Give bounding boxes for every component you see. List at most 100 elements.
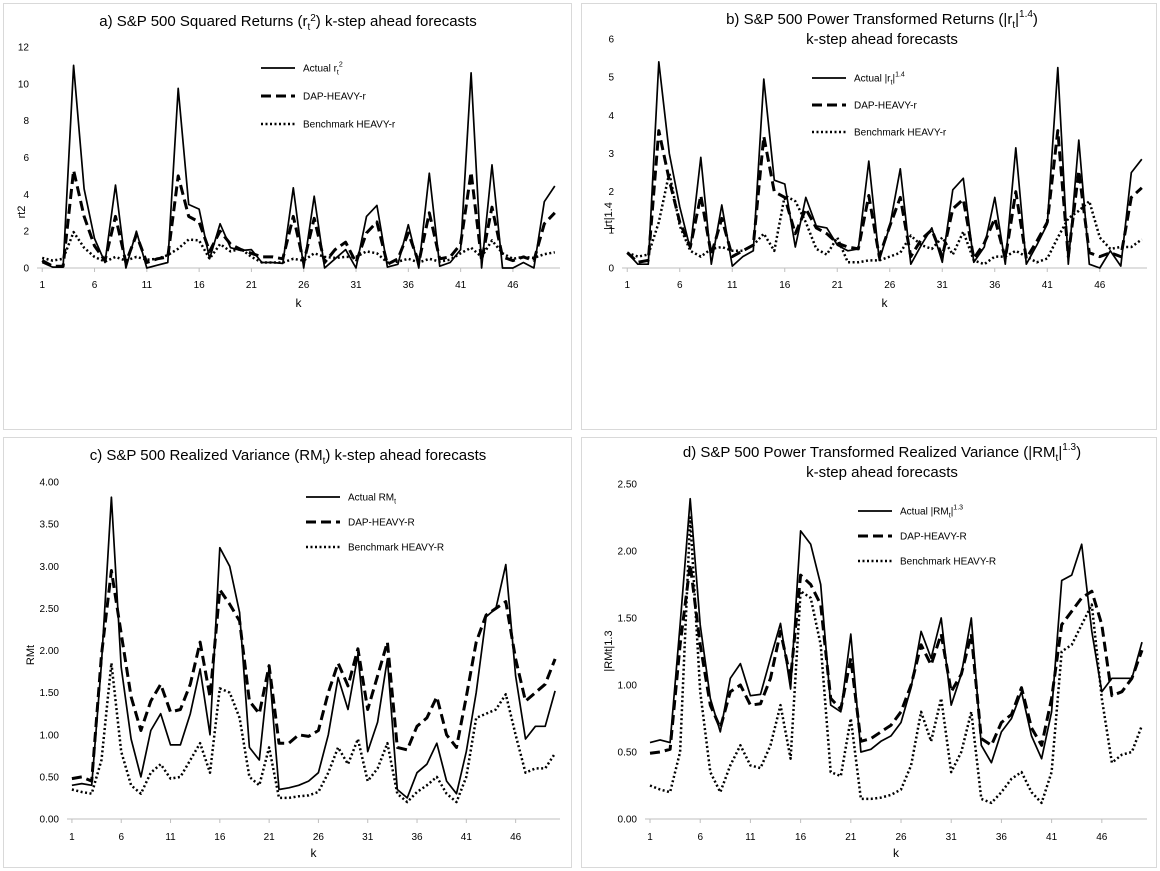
y-tick-label: 6 <box>23 153 29 164</box>
chart-c-svg: c) S&P 500 Realized Variance (RMt) k-ste… <box>25 447 560 860</box>
x-tick-label: 31 <box>937 280 949 291</box>
series-line-dashed <box>649 562 1144 755</box>
legend-label: Actual |RMt|1.3 <box>900 505 963 520</box>
series-line-solid <box>649 497 1143 764</box>
x-tick-label: 21 <box>246 280 258 291</box>
x-tick-label: 21 <box>264 832 276 843</box>
legend-label: DAP-HEAVY-r <box>854 101 917 112</box>
x-tick-label: 26 <box>884 280 896 291</box>
x-tick-label: 16 <box>795 832 807 843</box>
x-tick-label: 46 <box>1094 280 1106 291</box>
x-tick-label: 46 <box>510 832 522 843</box>
x-tick-label: 16 <box>214 832 226 843</box>
series-line-dashed <box>71 569 557 783</box>
x-tick-label: 41 <box>1046 832 1058 843</box>
y-axis-title: |rt|1.4 <box>603 202 615 230</box>
x-tick-label: 36 <box>411 832 423 843</box>
y-tick-label: 4.00 <box>40 478 60 489</box>
y-tick-label: 2.00 <box>40 646 60 657</box>
legend-label: Benchmark HEAVY-R <box>348 543 444 554</box>
y-tick-label: 4 <box>23 190 29 201</box>
series-line-dotted <box>41 230 556 264</box>
legend-label: Actual rt2 <box>303 62 343 77</box>
y-tick-label: 3.50 <box>40 520 60 531</box>
series-line-dotted <box>626 171 1143 266</box>
x-tick-label: 26 <box>313 832 325 843</box>
x-tick-label: 1 <box>647 832 653 843</box>
series-line-solid <box>71 496 556 799</box>
y-tick-label: 2 <box>23 227 29 238</box>
x-tick-label: 31 <box>350 280 362 291</box>
series-line-dotted <box>649 516 1144 805</box>
y-tick-label: 0 <box>23 264 29 275</box>
y-tick-label: 3 <box>608 149 614 160</box>
y-tick-label: 0.50 <box>40 772 60 783</box>
x-axis-title: k <box>882 296 889 310</box>
x-tick-label: 6 <box>118 832 124 843</box>
x-tick-label: 6 <box>697 832 703 843</box>
x-axis-title: k <box>311 846 318 860</box>
y-tick-label: 2.00 <box>618 547 638 558</box>
chart-title-d: d) S&P 500 Power Transformed Realized Va… <box>683 442 1081 464</box>
y-tick-label: 1.00 <box>618 681 638 692</box>
chart-title-line2-d: k-step ahead forecasts <box>806 464 958 481</box>
legend-label: DAP-HEAVY-r <box>303 92 366 103</box>
chart-title-a: a) S&P 500 Squared Returns (rt2) k-step … <box>99 13 476 33</box>
chart-b-svg: b) S&P 500 Power Transformed Returns (|r… <box>603 9 1147 310</box>
x-tick-label: 6 <box>92 280 98 291</box>
y-tick-label: 2 <box>608 187 614 198</box>
x-tick-label: 31 <box>946 832 958 843</box>
x-tick-label: 26 <box>895 832 907 843</box>
chart-panel-b: b) S&P 500 Power Transformed Returns (|r… <box>581 3 1157 430</box>
y-axis-title: |RMt|1.3 <box>603 630 615 671</box>
legend-label: DAP-HEAVY-R <box>900 532 967 543</box>
x-axis-title: k <box>893 846 900 860</box>
x-tick-label: 6 <box>677 280 683 291</box>
y-tick-label: 6 <box>608 35 614 46</box>
x-tick-label: 11 <box>745 832 756 843</box>
y-tick-label: 1 <box>608 225 614 236</box>
chart-a-svg: a) S&P 500 Squared Returns (rt2) k-step … <box>16 13 560 310</box>
x-tick-label: 41 <box>455 280 467 291</box>
x-tick-label: 36 <box>996 832 1008 843</box>
y-tick-label: 4 <box>608 111 614 122</box>
chart-panel-a: a) S&P 500 Squared Returns (rt2) k-step … <box>3 3 572 430</box>
x-tick-label: 21 <box>845 832 857 843</box>
legend-label: Actual RMt <box>348 493 396 506</box>
series-line-dashed <box>41 168 556 268</box>
x-tick-label: 46 <box>1096 832 1108 843</box>
x-tick-label: 11 <box>165 832 176 843</box>
x-tick-label: 41 <box>461 832 473 843</box>
y-tick-label: 2.50 <box>618 480 638 491</box>
x-tick-label: 36 <box>989 280 1001 291</box>
x-tick-label: 41 <box>1042 280 1054 291</box>
x-tick-label: 1 <box>624 280 630 291</box>
x-tick-label: 31 <box>362 832 374 843</box>
legend-label: Benchmark HEAVY-r <box>854 128 947 139</box>
x-tick-label: 16 <box>779 280 791 291</box>
chart-panel-c: c) S&P 500 Realized Variance (RMt) k-ste… <box>3 437 572 868</box>
y-axis-title: rt2 <box>16 206 28 219</box>
legend-label: Actual |rt|1.4 <box>854 72 905 87</box>
y-tick-label: 5 <box>608 73 614 84</box>
y-tick-label: 3.00 <box>40 562 60 573</box>
chart-d-svg: d) S&P 500 Power Transformed Realized Va… <box>603 442 1147 860</box>
x-tick-label: 16 <box>194 280 206 291</box>
chart-title-b: b) S&P 500 Power Transformed Returns (|r… <box>726 9 1038 31</box>
series-line-dotted <box>71 661 557 804</box>
y-tick-label: 1.50 <box>618 614 638 625</box>
x-tick-label: 11 <box>727 280 738 291</box>
y-axis-title: RMt <box>25 645 37 665</box>
x-tick-label: 21 <box>832 280 844 291</box>
y-tick-label: 1.00 <box>40 730 60 741</box>
x-tick-label: 46 <box>507 280 519 291</box>
x-tick-label: 1 <box>39 280 45 291</box>
y-tick-label: 10 <box>18 79 30 90</box>
y-tick-label: 0 <box>608 264 614 275</box>
x-tick-label: 1 <box>69 832 75 843</box>
x-tick-label: 26 <box>298 280 310 291</box>
y-tick-label: 0.00 <box>618 815 638 826</box>
legend-label: Benchmark HEAVY-r <box>303 120 396 131</box>
y-tick-label: 8 <box>23 116 29 127</box>
chart-title-c: c) S&P 500 Realized Variance (RMt) k-ste… <box>90 447 487 467</box>
